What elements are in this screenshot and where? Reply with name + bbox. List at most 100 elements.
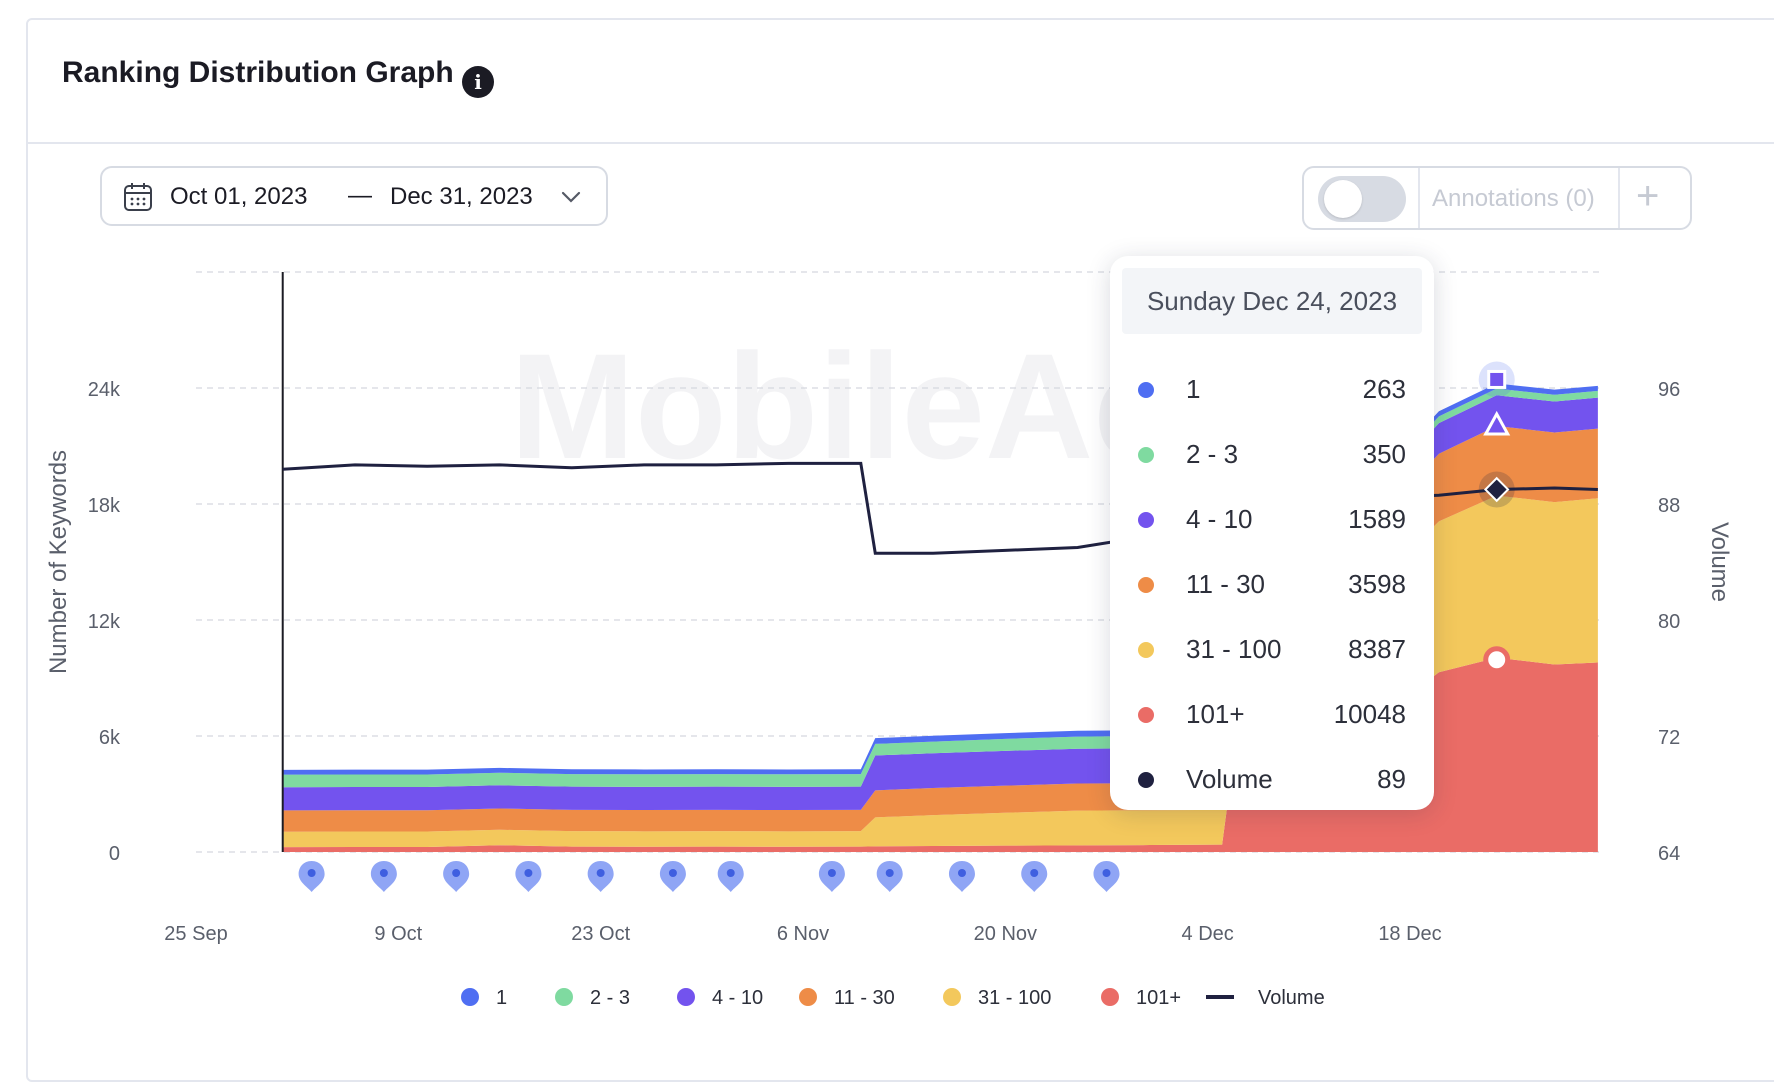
tooltip-series-value: 10048 [1333, 699, 1406, 729]
map-pin-icon[interactable] [1093, 861, 1120, 892]
legend-label[interactable]: 2 - 3 [590, 987, 630, 1009]
tooltip-series-value: 8387 [1348, 634, 1406, 664]
y2-tick-label: 96 [1658, 379, 1680, 401]
legend-marker[interactable] [1101, 988, 1119, 1006]
annotations-toggle[interactable] [1318, 176, 1406, 222]
pin-dot [379, 869, 388, 877]
hover-point-4to10 [1483, 410, 1511, 436]
tooltip-dot [1138, 772, 1154, 788]
y2-tick-label: 64 [1658, 843, 1680, 865]
pin-dot [957, 869, 966, 877]
legend-label[interactable]: 101+ [1136, 987, 1181, 1009]
legend-label[interactable]: 31 - 100 [978, 987, 1051, 1009]
map-pin-icon[interactable] [818, 861, 845, 892]
pin-dot [452, 869, 461, 877]
tooltip-row: 31 - 100 8387 [1110, 630, 1434, 670]
tooltip-row: 2 - 3 350 [1110, 435, 1434, 475]
pin-dot [885, 869, 894, 877]
legend-marker[interactable] [461, 988, 479, 1006]
calendar-icon [124, 183, 152, 211]
y-tick-label: 24k [88, 379, 121, 401]
map-pin-icon[interactable] [587, 861, 614, 892]
tooltip-dot [1138, 447, 1154, 463]
x-tick-label: 25 Sep [164, 923, 227, 945]
pin-dot [307, 869, 316, 877]
pin-dot [726, 869, 735, 877]
tooltip-dot [1138, 707, 1154, 723]
tooltip-series-name: 11 - 30 [1186, 569, 1266, 599]
tooltip-series-name: 31 - 100 [1186, 634, 1282, 664]
pin-dot [1102, 869, 1111, 877]
legend-label[interactable]: 1 [496, 987, 507, 1009]
tooltip-date: Sunday Dec 24, 2023 [1122, 268, 1422, 334]
tooltip-dot [1138, 512, 1154, 528]
legend-marker[interactable] [799, 988, 817, 1006]
hover-point-101plus [1483, 646, 1511, 674]
tooltip-series-value: 3598 [1348, 569, 1406, 599]
pin-dot [1030, 869, 1039, 877]
annotations-label: Annotations (0) [1432, 185, 1595, 212]
map-pin-icon[interactable] [370, 861, 397, 892]
legend-marker[interactable] [943, 988, 961, 1006]
hover-point-1 [1487, 369, 1507, 389]
map-pin-icon[interactable] [717, 861, 744, 892]
divider [1618, 168, 1620, 228]
tooltip-series-name: 101+ [1186, 699, 1245, 729]
tooltip-row: 11 - 30 3598 [1110, 565, 1434, 605]
pin-dot [524, 869, 533, 877]
end-date: Dec 31, 2023 [390, 183, 533, 210]
tooltip-series-name: Volume [1186, 764, 1273, 794]
tooltip-series-value: 350 [1362, 439, 1406, 469]
pin-dot [596, 869, 605, 877]
legend-marker[interactable] [555, 988, 573, 1006]
legend-label[interactable]: 4 - 10 [712, 987, 763, 1009]
chevron-down-icon[interactable] [560, 186, 582, 208]
legend-label[interactable]: 11 - 30 [834, 987, 895, 1009]
map-pin-icon[interactable] [515, 861, 542, 892]
y2-tick-label: 80 [1658, 611, 1680, 633]
y-tick-label: 18k [88, 495, 121, 517]
tooltip-series-name: 1 [1186, 374, 1201, 404]
tooltip-row: 101+ 10048 [1110, 695, 1434, 735]
y2-axis-title: Volume [1706, 522, 1733, 602]
x-tick-label: 9 Oct [374, 923, 422, 945]
map-pin-icon[interactable] [298, 861, 325, 892]
x-tick-label: 6 Nov [777, 923, 829, 945]
tooltip-dot [1138, 577, 1154, 593]
area-series-11-30 [282, 426, 1598, 832]
tooltip-dot [1138, 382, 1154, 398]
y2-tick-label: 72 [1658, 727, 1680, 749]
divider [1418, 168, 1420, 228]
y-axis-title: Number of Keywords [45, 450, 72, 674]
toggle-knob [1324, 180, 1362, 218]
map-pin-icon[interactable] [948, 861, 975, 892]
info-icon[interactable]: i [462, 66, 494, 98]
y2-tick-label: 88 [1658, 495, 1680, 517]
tooltip-row: 4 - 10 1589 [1110, 500, 1434, 540]
legend-label[interactable]: Volume [1258, 987, 1325, 1009]
tooltip-series-name: 2 - 3 [1186, 439, 1239, 469]
tooltip-row: Volume 89 [1110, 760, 1434, 800]
chart-tooltip: Sunday Dec 24, 2023 1 263 2 - 3 350 4 - 10 15… [1110, 256, 1434, 810]
area-series-4-10 [282, 395, 1598, 811]
tooltip-series-value: 263 [1362, 374, 1406, 404]
x-tick-label: 23 Oct [571, 923, 630, 945]
pin-dot [827, 869, 836, 877]
map-pin-icon[interactable] [659, 861, 686, 892]
y-tick-label: 6k [99, 727, 121, 749]
page-title: Ranking Distribution Graph [62, 56, 454, 89]
add-annotation-button[interactable]: + [1636, 174, 1660, 218]
tooltip-dot [1138, 642, 1154, 658]
y-tick-label: 0 [109, 843, 120, 865]
map-pin-icon[interactable] [443, 861, 470, 892]
legend-marker[interactable] [677, 988, 695, 1006]
tooltip-row: 1 263 [1110, 370, 1434, 410]
date-range-picker[interactable]: Oct 01, 2023 — Dec 31, 2023 [100, 166, 608, 226]
x-tick-label: 18 Dec [1378, 923, 1441, 945]
date-separator: — [348, 182, 372, 209]
map-pin-icon[interactable] [1021, 861, 1048, 892]
tooltip-series-value: 1589 [1348, 504, 1406, 534]
x-tick-label: 4 Dec [1182, 923, 1234, 945]
map-pin-icon[interactable] [876, 861, 903, 892]
